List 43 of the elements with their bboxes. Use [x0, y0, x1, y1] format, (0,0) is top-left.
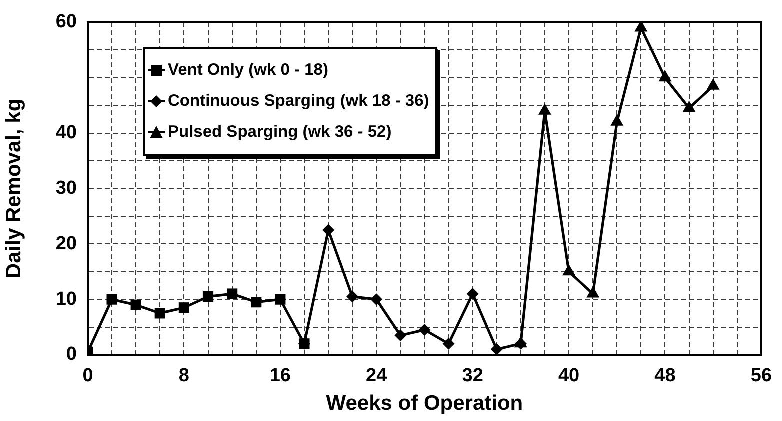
point	[466, 288, 479, 300]
y-tick-label: 0	[66, 344, 77, 366]
point	[251, 297, 262, 308]
point	[634, 22, 648, 32]
x-tick-label: 56	[750, 366, 772, 387]
legend-label: Pulsed Sparging (wk 36 - 52)	[168, 123, 392, 142]
point	[322, 224, 335, 236]
point	[706, 78, 720, 90]
y-tick-label: 30	[56, 178, 77, 199]
x-tick-label: 24	[366, 366, 388, 387]
legend-label: Vent Only (wk 0 - 18)	[168, 61, 328, 80]
x-axis-title: Weeks of Operation	[326, 392, 524, 416]
point	[610, 114, 624, 126]
y-tick-label: 40	[56, 122, 77, 144]
point	[130, 300, 142, 310]
y-tick-label: 20	[56, 233, 77, 254]
x-tick-label: 16	[270, 366, 291, 387]
point	[154, 308, 166, 319]
point	[275, 294, 286, 305]
point	[178, 302, 190, 314]
point	[299, 338, 310, 350]
point	[202, 291, 214, 302]
y-tick-label: 60	[56, 12, 77, 33]
point	[682, 100, 696, 112]
point	[418, 324, 431, 336]
y-tick-label: 10	[56, 288, 77, 310]
point	[394, 330, 407, 342]
point	[346, 290, 359, 303]
x-tick-label: 0	[82, 366, 94, 387]
legend-label: Continuous Sparging (wk 18 - 36)	[168, 92, 430, 112]
point	[227, 288, 238, 300]
point	[562, 264, 576, 276]
point	[538, 104, 552, 115]
x-tick-label: 32	[462, 366, 484, 387]
point	[490, 343, 503, 355]
point	[442, 338, 455, 350]
x-tick-label: 8	[178, 366, 190, 387]
y-axis-title: Daily Removal, kg	[2, 98, 26, 279]
point	[658, 70, 672, 82]
point	[106, 294, 118, 305]
x-tick-label: 48	[654, 366, 676, 387]
point	[370, 294, 383, 306]
x-tick-label: 40	[558, 366, 580, 387]
